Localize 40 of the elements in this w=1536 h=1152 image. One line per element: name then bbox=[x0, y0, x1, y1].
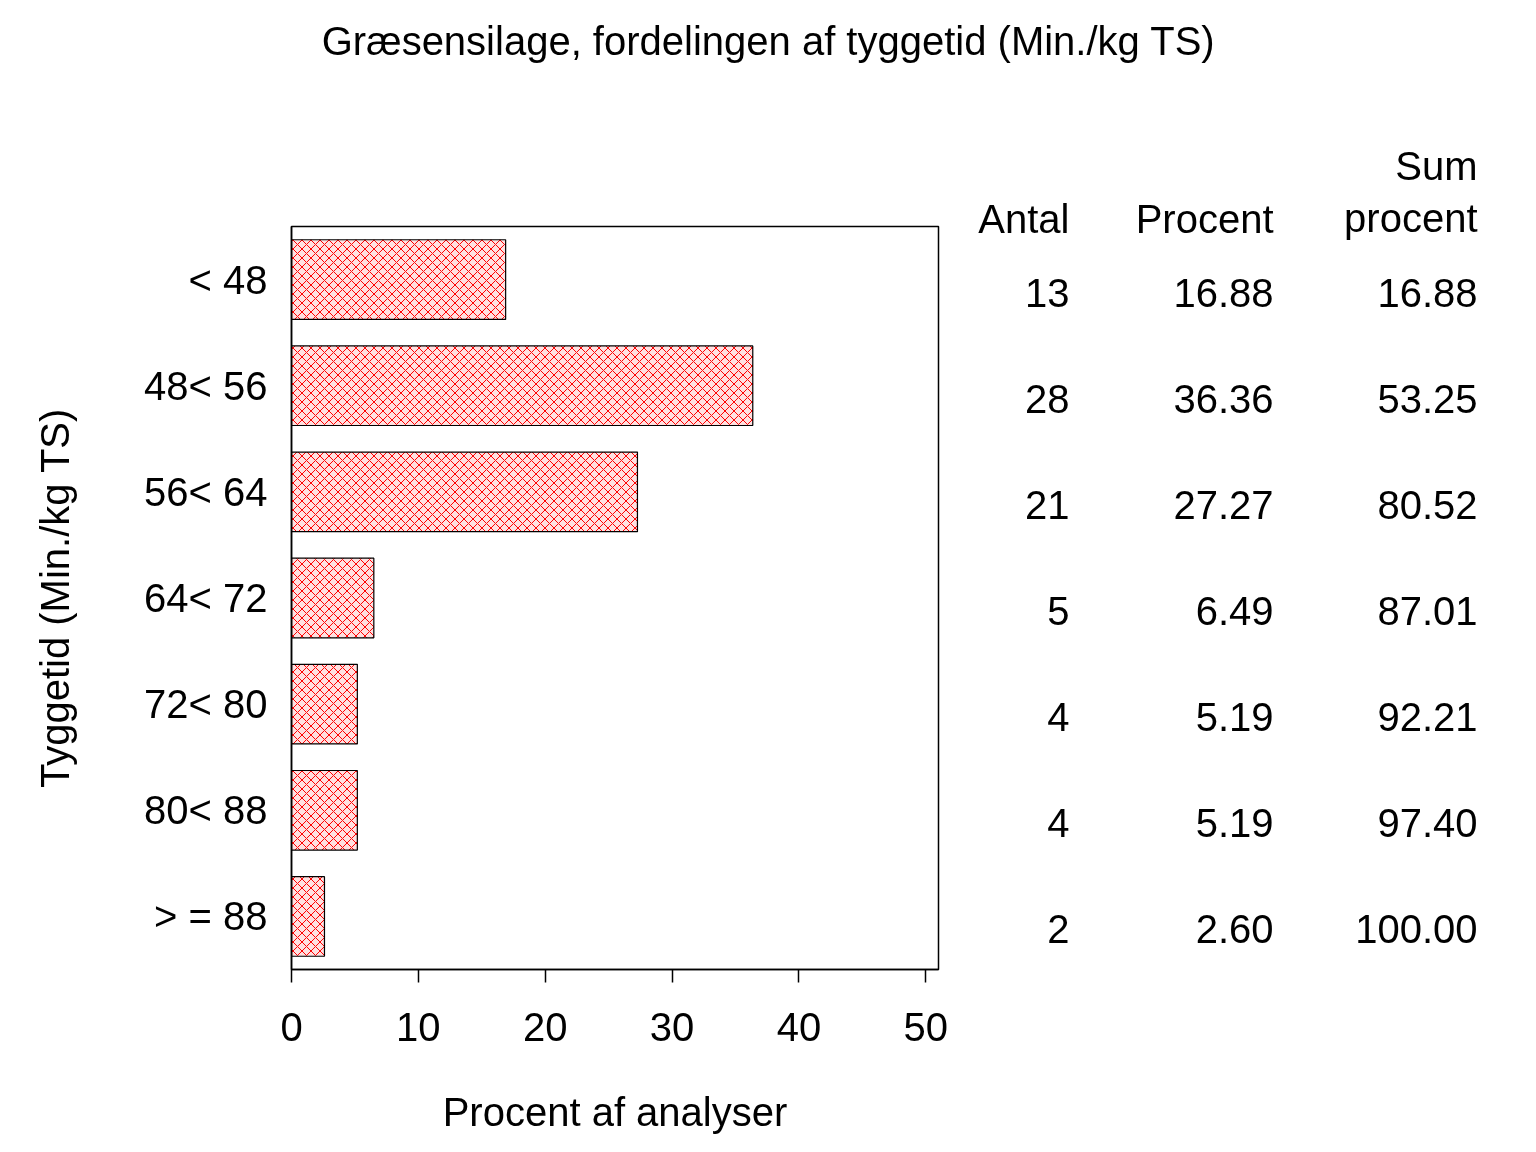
data-label: 2.60 bbox=[1195, 907, 1274, 952]
data-label: 16.88 bbox=[1173, 270, 1274, 315]
text: 4 bbox=[1047, 695, 1070, 740]
text: 4 bbox=[1047, 801, 1070, 846]
data-label: 5.19 bbox=[1195, 801, 1274, 846]
y-tick-label: > = 88 bbox=[154, 894, 268, 939]
y-axis-title: Tyggetid (Min./kg TS) bbox=[33, 408, 78, 789]
text: 87.01 bbox=[1377, 589, 1478, 633]
y-tick-label: 72< 80 bbox=[144, 682, 268, 727]
text: Procent bbox=[1135, 196, 1274, 241]
x-tick-label: 20 bbox=[522, 1004, 568, 1049]
y-tick-label: 56< 64 bbox=[144, 469, 268, 514]
text: 92.21 bbox=[1377, 695, 1478, 740]
x-tick-label: 30 bbox=[649, 1004, 695, 1049]
x-tick-label: 10 bbox=[396, 1004, 441, 1049]
text: 97.40 bbox=[1377, 801, 1478, 846]
text: 16.88 bbox=[1377, 270, 1478, 315]
x-tick-label: 40 bbox=[776, 1004, 822, 1049]
y-tick-label: 80< 88 bbox=[144, 788, 268, 833]
text: 2 bbox=[1047, 907, 1070, 952]
text: 100.00 bbox=[1355, 907, 1478, 952]
y-tick-label: 48< 56 bbox=[144, 363, 268, 408]
data-label: 5.19 bbox=[1195, 695, 1274, 740]
text: 28 bbox=[1025, 376, 1070, 421]
data-label: 27.27 bbox=[1173, 482, 1274, 527]
x-tick-label: 0 bbox=[280, 1004, 303, 1049]
x-axis-title: Procent af analyser bbox=[442, 1089, 788, 1134]
y-tick-label: 64< 72 bbox=[144, 576, 268, 620]
chart-title: Græsensilage, fordelingen af tyggetid (Min./kg TS) bbox=[321, 18, 1215, 63]
x-tick-label: 50 bbox=[903, 1004, 949, 1049]
text: Sum procent bbox=[1344, 143, 1478, 241]
y-tick-label: < 48 bbox=[188, 257, 268, 302]
text: 13 bbox=[1025, 270, 1070, 315]
text: 80.52 bbox=[1377, 482, 1478, 527]
data-label: 6.49 bbox=[1195, 589, 1274, 633]
text: 21 bbox=[1025, 482, 1070, 527]
text: 53.25 bbox=[1377, 376, 1478, 421]
text: Antal bbox=[978, 196, 1070, 241]
text: 5 bbox=[1047, 589, 1070, 633]
data-label: 36.36 bbox=[1173, 376, 1274, 421]
